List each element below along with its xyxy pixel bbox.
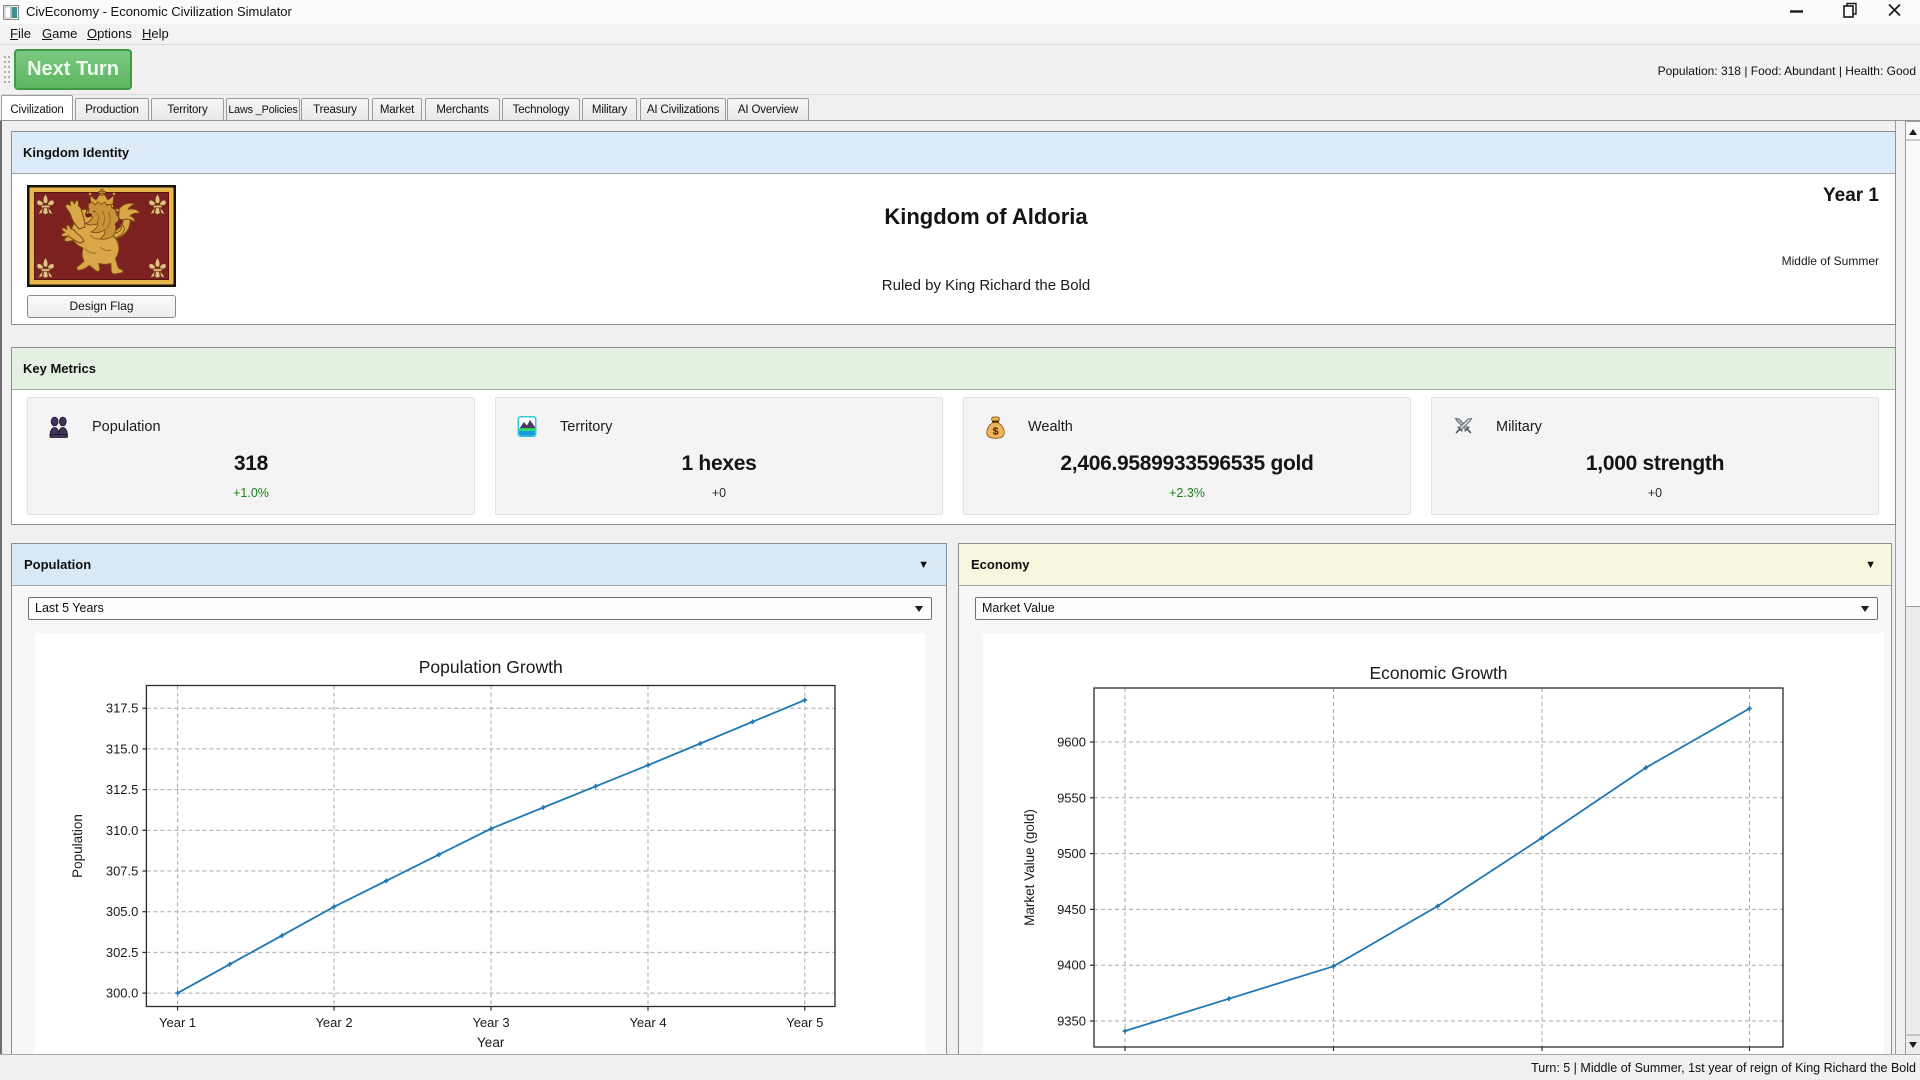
svg-text:9550: 9550 bbox=[1057, 790, 1086, 805]
svg-text:9350: 9350 bbox=[1057, 1014, 1086, 1029]
svg-text:9600: 9600 bbox=[1057, 735, 1086, 750]
svg-text:9400: 9400 bbox=[1057, 958, 1086, 973]
svg-text:300.0: 300.0 bbox=[106, 986, 139, 1001]
svg-text:302.5: 302.5 bbox=[106, 945, 139, 960]
svg-text:9500: 9500 bbox=[1057, 846, 1086, 861]
svg-text:315.0: 315.0 bbox=[106, 741, 139, 756]
svg-text:Year 2: Year 2 bbox=[315, 1015, 352, 1030]
svg-text:310.0: 310.0 bbox=[106, 823, 139, 838]
svg-text:Population: Population bbox=[70, 814, 85, 878]
svg-text:Population Growth: Population Growth bbox=[419, 657, 563, 677]
svg-text:$: $ bbox=[993, 426, 999, 438]
svg-text:Year 1: Year 1 bbox=[159, 1015, 196, 1030]
svg-text:Market Value (gold): Market Value (gold) bbox=[1022, 809, 1037, 926]
svg-text:9450: 9450 bbox=[1057, 902, 1086, 917]
svg-text:317.5: 317.5 bbox=[106, 701, 139, 716]
svg-text:305.0: 305.0 bbox=[106, 904, 139, 919]
svg-text:Year 4: Year 4 bbox=[629, 1015, 666, 1030]
svg-text:Year 5: Year 5 bbox=[786, 1015, 823, 1030]
svg-text:Year: Year bbox=[477, 1035, 505, 1050]
svg-text:312.5: 312.5 bbox=[106, 782, 139, 797]
svg-text:307.5: 307.5 bbox=[106, 864, 139, 879]
svg-text:Year 3: Year 3 bbox=[472, 1015, 509, 1030]
svg-text:Economic Growth: Economic Growth bbox=[1369, 663, 1507, 683]
